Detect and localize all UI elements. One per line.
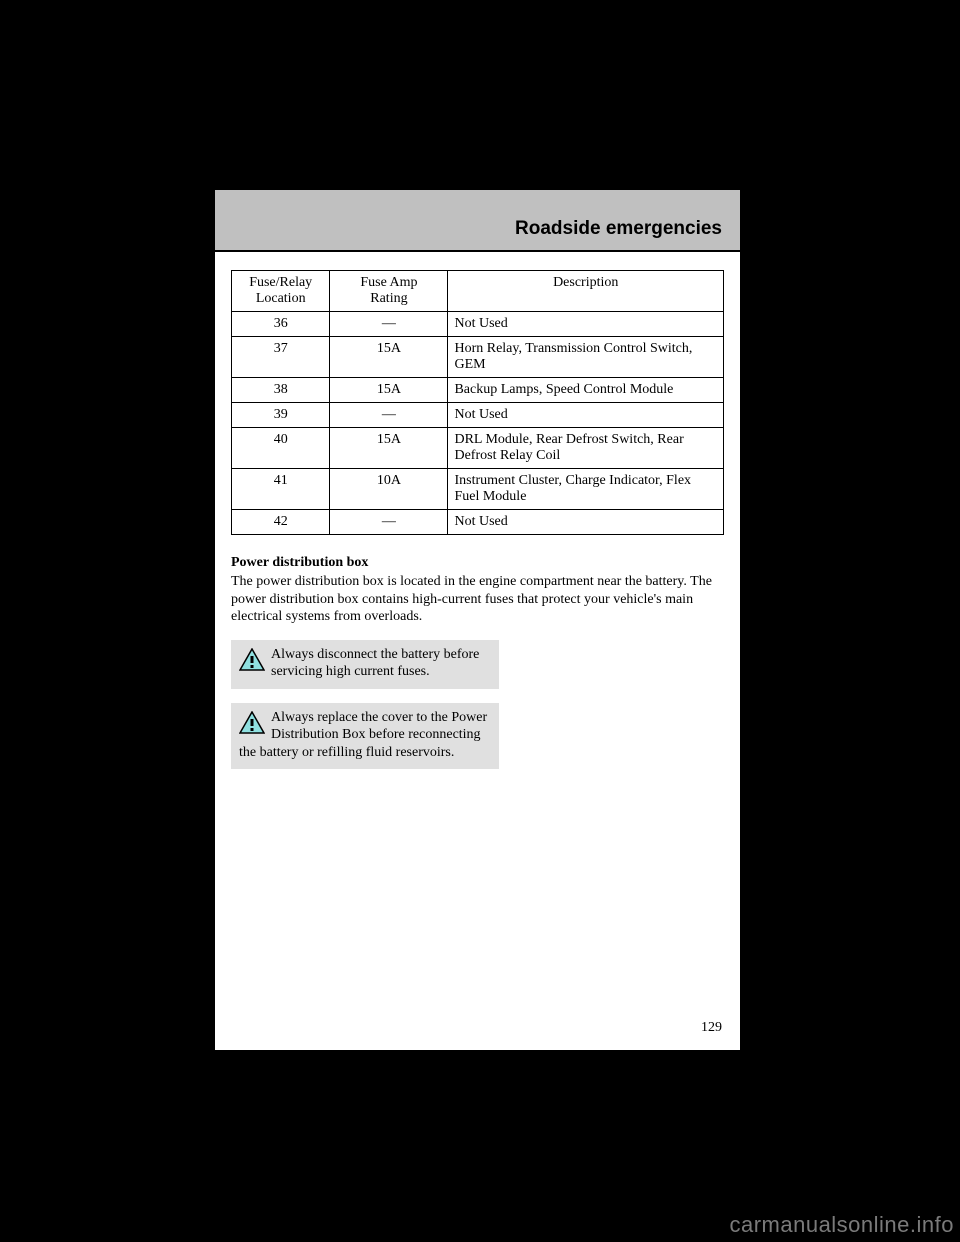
table-header-row: Fuse/Relay Location Fuse Amp Rating Desc… [232,271,724,312]
watermark: carmanualsonline.info [729,1212,954,1238]
cell-description: Not Used [448,312,724,337]
table-row: 39 — Not Used [232,403,724,428]
page-content: Fuse/Relay Location Fuse Amp Rating Desc… [215,252,740,769]
warning-icon [239,648,265,672]
warning-text: Always replace the cover to the Power Di… [239,710,487,760]
cell-location: 41 [232,469,330,510]
cell-rating: 10A [330,469,448,510]
cell-description: Not Used [448,403,724,428]
cell-location: 36 [232,312,330,337]
cell-description: Instrument Cluster, Charge Indicator, Fl… [448,469,724,510]
cell-description: Backup Lamps, Speed Control Module [448,378,724,403]
warning-callout: Always replace the cover to the Power Di… [231,703,499,770]
cell-rating: — [330,312,448,337]
col-header-location: Fuse/Relay Location [232,271,330,312]
table-row: 42 — Not Used [232,510,724,535]
fuse-table: Fuse/Relay Location Fuse Amp Rating Desc… [231,270,724,535]
page-header: Roadside emergencies [215,190,740,252]
cell-rating: — [330,510,448,535]
cell-location: 38 [232,378,330,403]
warning-icon [239,711,265,735]
cell-rating: 15A [330,378,448,403]
page-number: 129 [701,1020,722,1036]
table-row: 40 15A DRL Module, Rear Defrost Switch, … [232,428,724,469]
col-header-description: Description [448,271,724,312]
section-body: The power distribution box is located in… [231,573,724,626]
cell-rating: 15A [330,428,448,469]
page-title: Roadside emergencies [515,218,722,240]
cell-description: DRL Module, Rear Defrost Switch, Rear De… [448,428,724,469]
cell-description: Not Used [448,510,724,535]
manual-page: Roadside emergencies Fuse/Relay Location… [215,190,740,1050]
table-row: 36 — Not Used [232,312,724,337]
table-row: 37 15A Horn Relay, Transmission Control … [232,337,724,378]
cell-location: 42 [232,510,330,535]
section-heading: Power distribution box [231,555,724,571]
cell-rating: — [330,403,448,428]
warning-callout: Always disconnect the battery before ser… [231,640,499,689]
cell-description: Horn Relay, Transmission Control Switch,… [448,337,724,378]
cell-location: 39 [232,403,330,428]
col-header-rating: Fuse Amp Rating [330,271,448,312]
cell-location: 40 [232,428,330,469]
cell-rating: 15A [330,337,448,378]
warning-text: Always disconnect the battery before ser… [271,647,479,680]
table-row: 38 15A Backup Lamps, Speed Control Modul… [232,378,724,403]
cell-location: 37 [232,337,330,378]
table-row: 41 10A Instrument Cluster, Charge Indica… [232,469,724,510]
